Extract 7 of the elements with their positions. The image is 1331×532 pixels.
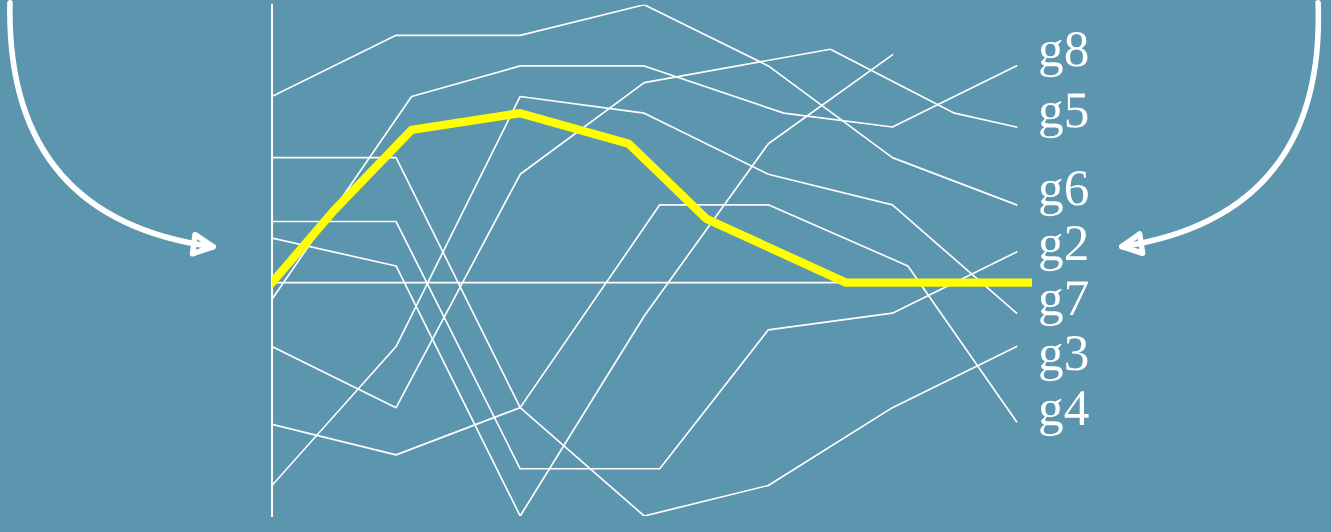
series-label: g8 [1040, 31, 1088, 78]
series-label: g3 [1040, 336, 1088, 382]
series-label: g6 [1040, 171, 1088, 217]
series-label: g4 [1040, 391, 1089, 437]
series-label: g7 [1040, 281, 1088, 327]
series-label: g5 [1040, 93, 1088, 139]
legend-label: g2 [1040, 226, 1087, 272]
